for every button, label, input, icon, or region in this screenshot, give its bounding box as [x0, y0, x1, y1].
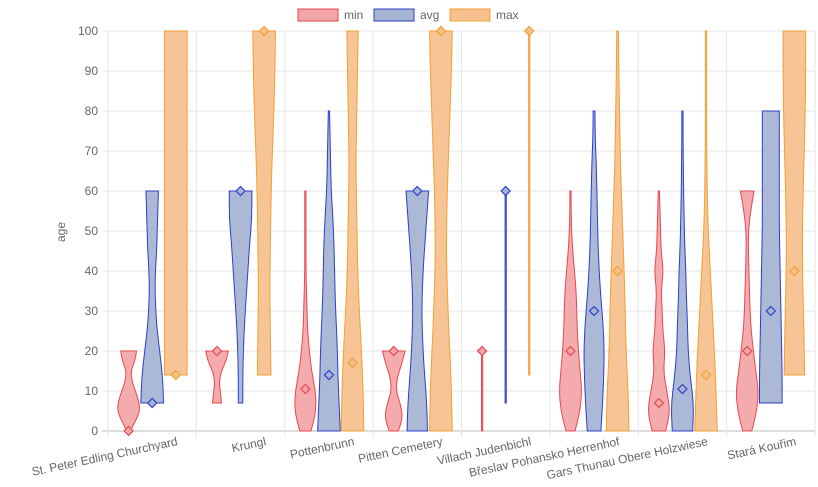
median-marker-min	[211, 345, 223, 357]
median-marker-avg	[323, 369, 335, 381]
y-tick-label: 0	[91, 424, 98, 438]
violin-avg	[317, 110, 341, 432]
legend-item-max[interactable]: max	[449, 8, 519, 22]
median-marker-avg	[411, 185, 423, 197]
violin-max	[694, 30, 718, 432]
legend-swatch-avg[interactable]	[373, 8, 415, 22]
violin-max	[528, 30, 531, 376]
x-tick-label: Pitten Cemetery	[357, 434, 444, 466]
violin-min	[648, 190, 670, 432]
median-marker-min	[565, 345, 576, 357]
violin-avg	[671, 110, 694, 432]
violin-avg	[759, 110, 783, 404]
violin-max	[605, 30, 630, 432]
violin-max	[252, 30, 276, 376]
median-marker-avg	[146, 397, 158, 409]
legend-swatch-max[interactable]	[449, 8, 491, 22]
y-tick-label: 80	[85, 104, 99, 118]
median-marker-min	[476, 345, 488, 357]
y-tick-label: 30	[85, 304, 99, 318]
x-tick-label: St. Peter Edling Churchyard	[30, 434, 178, 479]
median-marker-max	[258, 25, 270, 37]
legend-label-avg[interactable]: avg	[420, 8, 439, 22]
median-marker-max	[347, 357, 358, 369]
violin-min	[205, 350, 229, 404]
violin-max	[782, 30, 807, 376]
y-tick-label: 20	[85, 344, 99, 358]
y-tick-label: 100	[78, 24, 98, 38]
violin-min	[294, 190, 317, 432]
y-tick-label: 70	[85, 144, 99, 158]
median-marker-min	[123, 425, 134, 437]
median-marker-avg	[235, 185, 246, 197]
violin-max	[340, 30, 365, 432]
violin-avg	[583, 110, 605, 432]
median-marker-avg	[677, 383, 688, 395]
median-marker-min	[300, 383, 311, 395]
median-marker-min	[741, 345, 753, 357]
median-marker-max	[789, 265, 800, 277]
median-marker-max	[612, 265, 623, 277]
median-marker-max	[170, 369, 182, 381]
x-axis: St. Peter Edling Churchyard Krungl Pottenb…	[30, 434, 797, 482]
legend-item-min[interactable]: min	[297, 8, 363, 22]
x-tick-label: Pottenbrunn	[289, 434, 356, 461]
y-tick-label: 40	[85, 264, 99, 278]
y-axis: 0 10 20 30 40 50 60 70 80 90 100	[78, 24, 98, 438]
violins	[117, 25, 807, 437]
violin-min	[559, 190, 582, 432]
violin-max	[163, 30, 188, 376]
median-marker-max	[435, 25, 447, 37]
y-axis-label: age	[54, 222, 68, 242]
median-marker-avg	[588, 305, 600, 317]
violin-avg	[228, 190, 253, 404]
median-marker-avg	[500, 185, 512, 197]
y-tick-label: 10	[85, 384, 99, 398]
violin-avg	[504, 190, 507, 404]
y-tick-label: 90	[85, 64, 99, 78]
x-tick-label: Stará Kouřim	[726, 434, 797, 462]
violin-avg	[140, 190, 165, 404]
legend-swatch-min[interactable]	[297, 8, 339, 22]
y-tick-label: 60	[85, 184, 99, 198]
median-marker-max	[523, 25, 535, 37]
legend-label-max[interactable]: max	[496, 8, 519, 22]
violin-min	[481, 350, 484, 432]
gridlines	[102, 30, 816, 437]
median-marker-min	[653, 397, 665, 409]
legend[interactable]: min avg max	[297, 8, 519, 22]
legend-label-min[interactable]: min	[344, 8, 363, 22]
y-tick-label: 50	[85, 224, 99, 238]
violin-min	[117, 350, 140, 432]
median-marker-max	[700, 369, 712, 381]
median-marker-min	[388, 345, 400, 357]
median-marker-avg	[765, 305, 777, 317]
x-tick-label: Krungl	[230, 434, 267, 455]
violin-min	[735, 190, 759, 432]
legend-item-avg[interactable]: avg	[373, 8, 439, 22]
